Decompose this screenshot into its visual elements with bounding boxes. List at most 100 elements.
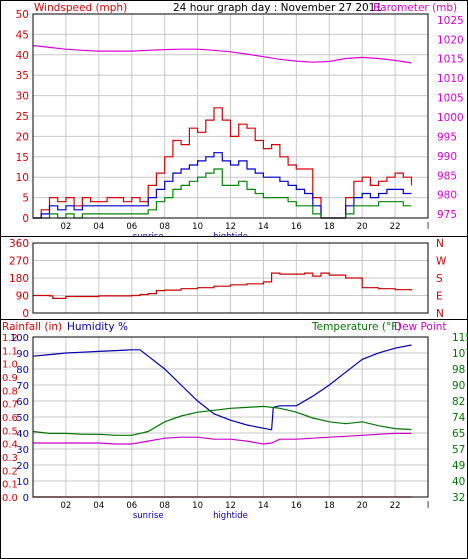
panel-2-border — [0, 236, 468, 323]
x-tick-label: 16 — [291, 501, 302, 511]
right-tick-label: 1015 — [437, 54, 464, 66]
dewpoint-line — [33, 432, 412, 445]
left-tick-label: 30 — [16, 91, 29, 103]
x-tick-label: l — [427, 501, 429, 511]
panel-1-right-ticks: 1025 1020 1015 1010 1005 1000 995 990 985 980 975 — [437, 15, 464, 221]
humidity-tick-label: 10 — [16, 477, 29, 488]
humidity-tick-label: 20 — [16, 461, 29, 472]
hightide-label: hightide — [213, 511, 248, 521]
left-tick-label: 35 — [16, 70, 29, 82]
compass-tick-label: E — [436, 291, 443, 303]
rain-tick-label: 0.7 — [2, 400, 18, 411]
rain-tick-label: 1.0 — [2, 360, 18, 371]
temperature-tick-label: 65 — [452, 428, 465, 440]
left-tick-label: 25 — [16, 111, 29, 123]
temperature-tick-label: 57 — [452, 444, 465, 456]
right-axis-label: Barometer (mb) — [373, 2, 457, 14]
right-tick-label: 1010 — [437, 73, 464, 85]
rain-tick-label: 0.4 — [2, 440, 18, 451]
x-tick-label: 18 — [324, 222, 335, 232]
humidity-axis-label: Humidity % — [67, 321, 128, 333]
panel-3-grid — [33, 337, 428, 497]
right-tick-label: 980 — [437, 190, 457, 202]
temperature-tick-label: 107 — [452, 348, 468, 360]
panel-1-plot-frame — [32, 13, 429, 219]
x-tick-label: 18 — [324, 501, 335, 511]
x-tick-label: 22 — [390, 501, 401, 511]
humidity-tick-label: 100 — [10, 333, 29, 344]
humidity-tick-label: 60 — [16, 397, 29, 408]
temperature-line — [32, 405, 412, 436]
right-tick-label: 985 — [437, 170, 457, 182]
x-tick-label: 12 — [225, 222, 236, 232]
rain-tick-label: 0.6 — [2, 413, 18, 424]
left-tick-label: 45 — [16, 29, 29, 41]
compass-tick-label: W — [436, 256, 447, 268]
panel-2-left-ticks: 360 270 180 90 0 — [9, 238, 29, 320]
barometer-line — [32, 44, 412, 64]
x-tick-label: l — [427, 222, 429, 232]
x-tick-label: 14 — [258, 222, 269, 232]
panel-2-lines — [33, 272, 413, 299]
x-tick-label: 10 — [192, 222, 203, 232]
rain-tick-label: 0.8 — [2, 386, 18, 397]
humidity-tick-label: 70 — [16, 381, 29, 392]
x-tick-label: 14 — [258, 501, 269, 511]
direction-tick-label: 0 — [22, 308, 29, 320]
humidity-line — [32, 344, 412, 431]
humidity-tick-label: 90 — [16, 349, 29, 360]
panel-1-border — [0, 0, 468, 241]
dewpoint-axis-label: Dew Point — [394, 321, 447, 333]
left-tick-label: 40 — [16, 50, 29, 62]
direction-tick-label: 360 — [9, 238, 29, 250]
chart-title: 24 hour graph day : November 27 2011 — [173, 2, 382, 14]
temperature-tick-label: 74 — [452, 412, 466, 424]
left-tick-label: 15 — [16, 152, 29, 164]
temperature-tick-label: 115 — [452, 332, 468, 344]
panel-3-temperature-ticks: 115 107 98 90 82 74 65 57 49 40 32 — [452, 332, 468, 504]
left-axis-label: Windspeed (mph) — [34, 2, 127, 14]
rain-axis-label: Rainfall (in) — [2, 321, 62, 333]
x-tick-label: 06 — [126, 222, 137, 232]
rain-tick-label: 0.0 — [2, 493, 18, 504]
right-tick-label: 1025 — [437, 15, 464, 27]
rain-tick-label: 1.2 — [2, 333, 18, 344]
sunrise-label: sunrise — [133, 511, 164, 521]
humidity-tick-label: 50 — [16, 413, 29, 424]
humidity-tick-label: 80 — [16, 365, 29, 376]
x-tick-label: 08 — [159, 501, 170, 511]
humidity-tick-label: 40 — [16, 429, 29, 440]
x-tick-label: 02 — [61, 222, 72, 232]
panel-3-plot-frame — [32, 336, 429, 498]
rain-tick-label: 0.1 — [2, 480, 18, 491]
compass-tick-label: N — [436, 308, 444, 320]
temperature-tick-label: 82 — [452, 396, 465, 408]
left-tick-label: 50 — [16, 9, 29, 21]
rain-tick-label: 0.2 — [2, 466, 18, 477]
right-tick-label: 1000 — [437, 112, 464, 124]
left-tick-label: 20 — [16, 131, 29, 143]
temperature-tick-label: 98 — [452, 364, 465, 376]
x-tick-label: 02 — [61, 501, 72, 511]
rain-tick-label: 0.3 — [2, 453, 18, 464]
x-tick-label: 12 — [225, 501, 236, 511]
direction-tick-label: 90 — [16, 291, 29, 303]
humidity-tick-label: 0 — [23, 493, 29, 504]
left-tick-label: 10 — [16, 172, 29, 184]
right-tick-label: 995 — [437, 131, 457, 143]
left-tick-label: 5 — [22, 193, 29, 205]
right-tick-label: 990 — [437, 151, 457, 163]
temperature-tick-label: 40 — [452, 476, 465, 488]
right-tick-label: 975 — [437, 209, 457, 221]
x-tick-label: 06 — [126, 501, 137, 511]
gust-line — [33, 107, 413, 219]
compass-tick-label: N — [436, 238, 444, 250]
left-tick-label: 0 — [22, 213, 29, 225]
direction-tick-label: 270 — [9, 256, 29, 268]
direction-line — [33, 272, 413, 299]
humidity-tick-label: 30 — [16, 445, 29, 456]
rain-tick-label: 1.1 — [2, 346, 18, 357]
